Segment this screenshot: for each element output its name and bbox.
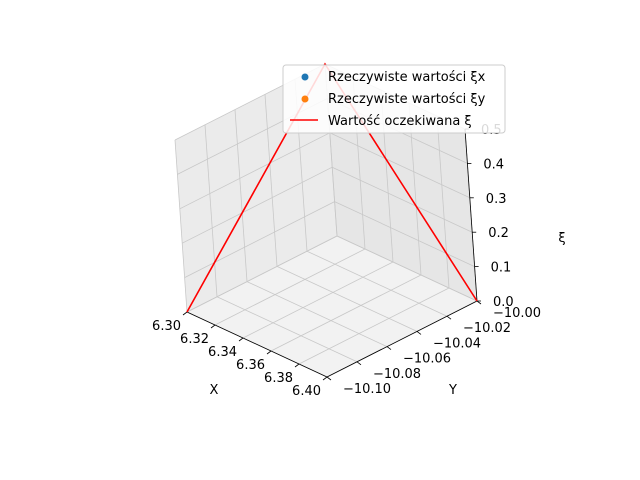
z-axis-line xyxy=(464,128,478,302)
legend-label-xi-x: Rzeczywiste wartości ξx xyxy=(328,70,486,85)
y-tick-label: −10.10 xyxy=(343,382,391,397)
z-tick-label: 0.2 xyxy=(488,226,509,241)
x-tick xyxy=(182,311,188,316)
legend-marker-xi-y xyxy=(301,95,309,103)
legend-frame xyxy=(282,64,506,134)
z-grid-left xyxy=(184,201,335,278)
y-grid-floor xyxy=(246,281,388,347)
y-tick-label: −10.00 xyxy=(493,306,541,321)
x-grid-floor xyxy=(214,248,366,326)
z-tick-label: 0.1 xyxy=(491,261,512,276)
x-grid-wall xyxy=(436,115,450,289)
legend: Rzeczywiste wartości ξx Rzeczywiste wart… xyxy=(282,64,506,134)
tick-marks: 6.306.326.346.366.386.40−10.00−10.02−10.… xyxy=(152,123,541,399)
x-axis-label: X xyxy=(210,383,219,398)
x-grid-floor xyxy=(270,274,422,352)
z-tick-label: 0.4 xyxy=(483,157,504,172)
legend-label-expected: Wartość oczekiwana ξ xyxy=(328,114,472,129)
x-tick xyxy=(238,337,244,342)
x-tick xyxy=(294,363,300,368)
y-axis-label: Y xyxy=(448,383,457,398)
y-tick xyxy=(446,315,452,320)
x-grid-floor xyxy=(298,287,450,365)
y-tick xyxy=(386,346,392,350)
z-axis-label: ξ xyxy=(558,231,565,246)
floor-pane xyxy=(187,236,477,377)
z-grid-right xyxy=(334,201,475,267)
x-tick xyxy=(266,350,272,355)
y-grid-floor xyxy=(306,250,448,317)
y-tick xyxy=(416,331,422,335)
x-tick-label: 6.34 xyxy=(208,345,237,360)
z-grid-left xyxy=(182,166,333,244)
x-tick-label: 6.32 xyxy=(180,332,209,347)
z-grid-left xyxy=(179,132,330,210)
y-grid-wall xyxy=(264,94,278,267)
y-tick-label: −10.02 xyxy=(463,321,511,336)
x-tick-label: 6.30 xyxy=(152,319,181,334)
z-tick-label: 0.3 xyxy=(486,192,507,207)
y-tick xyxy=(476,300,482,305)
z-grid-right xyxy=(332,166,473,233)
x-tick-label: 6.36 xyxy=(236,358,265,373)
x-tick xyxy=(322,376,328,381)
expected-value-line xyxy=(186,62,478,313)
z-grid-right xyxy=(329,132,470,199)
z-grid-left xyxy=(186,235,338,313)
x-tick-label: 6.38 xyxy=(264,371,293,386)
axis-lines xyxy=(186,128,478,378)
z-tick-label: 0.0 xyxy=(493,295,514,310)
y-tick-label: −10.08 xyxy=(373,367,421,382)
y-grid-wall xyxy=(234,109,248,282)
x-grid-floor xyxy=(242,261,394,339)
y-tick xyxy=(356,361,362,366)
y-tick xyxy=(326,376,332,381)
y-grid-wall xyxy=(204,124,218,297)
y-grid-wall xyxy=(174,139,188,313)
y-axis-line xyxy=(326,300,478,378)
legend-marker-xi-x xyxy=(301,73,309,81)
x-axis-line xyxy=(186,311,328,378)
data-marks xyxy=(186,62,478,313)
y-tick-label: −10.06 xyxy=(403,352,451,367)
axis-labels: X Y ξ xyxy=(210,231,566,398)
x-tick-label: 6.40 xyxy=(292,384,321,399)
y-grid-floor xyxy=(276,266,418,332)
x-tick xyxy=(210,324,216,329)
y-tick-label: −10.04 xyxy=(433,336,481,351)
y-grid-floor xyxy=(216,296,358,363)
z-grid-right xyxy=(336,235,478,302)
legend-label-xi-y: Rzeczywiste wartości ξy xyxy=(328,92,486,107)
